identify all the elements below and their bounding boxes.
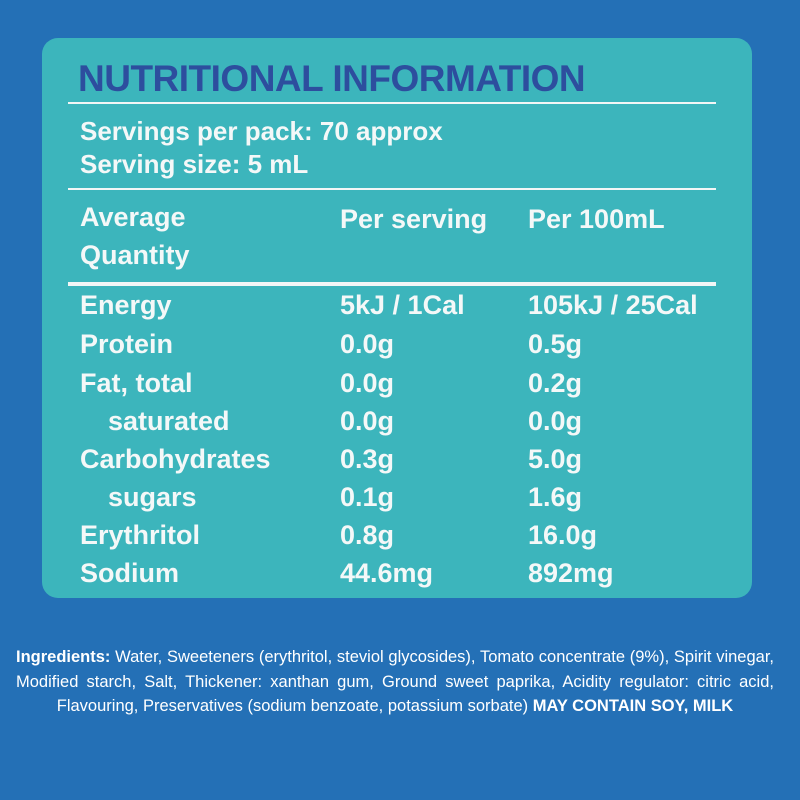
title: NUTRITIONAL INFORMATION (78, 58, 586, 99)
cell: 0.1g (340, 482, 395, 512)
header-cell: Per serving (340, 204, 488, 234)
cell: 0.3g (340, 444, 395, 474)
row-label: saturated (108, 406, 230, 436)
ingredients: Ingredients: Water, Sweeteners (erythrit… (16, 645, 774, 719)
cell: 1.6g (528, 482, 583, 512)
divider (68, 282, 716, 286)
cell: 44.6mg (340, 558, 434, 588)
nutrition-panel: NUTRITIONAL INFORMATION Servings per pac… (42, 38, 752, 598)
cell: 5kJ / 1Cal (340, 290, 465, 320)
row-label: Protein (80, 329, 174, 359)
cell: 0.2g (528, 368, 583, 398)
header-cell: Per 100mL (528, 204, 665, 234)
allergen-warning: MAY CONTAIN SOY, MILK (532, 697, 734, 715)
divider (68, 188, 716, 190)
cell: 0.0g (340, 329, 395, 359)
ingredients-label: Ingredients: (16, 648, 111, 666)
serving-size: Serving size: 5 mL (80, 149, 309, 179)
row-label: Fat, total (80, 368, 193, 398)
cell: 5.0g (528, 444, 583, 474)
cell: 105kJ / 25Cal (528, 290, 698, 320)
servings-per-pack: Servings per pack: 70 approx (80, 116, 443, 146)
row-label: sugars (108, 482, 197, 512)
cell: 0.8g (340, 520, 395, 550)
cell: 16.0g (528, 520, 598, 550)
cell: 0.0g (528, 406, 583, 436)
cell: 0.0g (340, 406, 395, 436)
cell: 0.0g (340, 368, 395, 398)
row-label: Erythritol (80, 520, 201, 550)
cell: 892mg (528, 558, 614, 588)
row-label: Carbohydrates (80, 444, 271, 474)
header-cell: Average Quantity (80, 202, 190, 270)
row-label: Energy (80, 290, 172, 320)
cell: 0.5g (528, 329, 583, 359)
divider (68, 102, 716, 104)
row-label: Sodium (80, 558, 179, 588)
ingredients-text: Water, Sweeteners (erythritol, steviol g… (16, 648, 774, 715)
